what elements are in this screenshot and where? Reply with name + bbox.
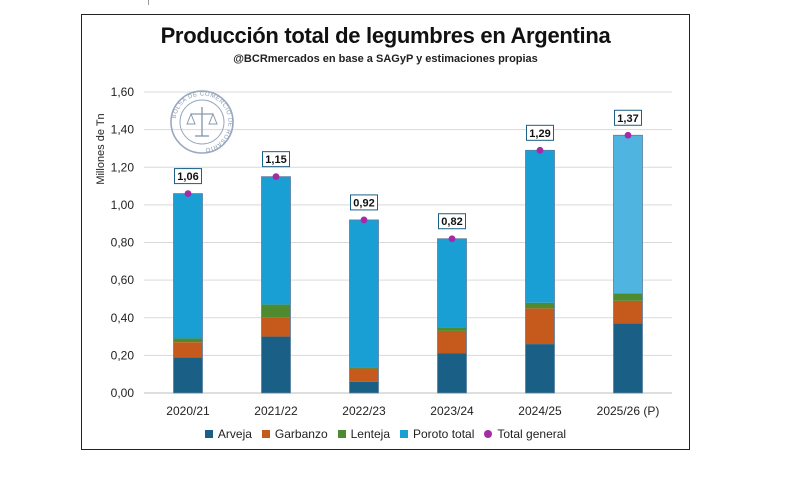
bar-segment-garbanzo bbox=[525, 308, 555, 345]
total-marker bbox=[184, 190, 192, 197]
total-marker bbox=[624, 131, 632, 139]
total-marker bbox=[448, 235, 456, 243]
bar-segment-lenteja bbox=[437, 327, 467, 331]
legend-item-lenteja: Lenteja bbox=[337, 427, 390, 441]
legend-label: Lenteja bbox=[350, 427, 390, 441]
total-label-box bbox=[350, 194, 378, 211]
bar-segment-lenteja bbox=[173, 338, 203, 343]
bar-segment-garbanzo bbox=[437, 330, 467, 354]
bar-segment-poroto-total bbox=[613, 135, 643, 294]
total-marker bbox=[272, 173, 280, 181]
y-tick-label: 0,80 bbox=[111, 236, 135, 250]
x-tick-label: 2024/25 bbox=[518, 404, 562, 418]
y-axis-label: Millones de Tn bbox=[95, 113, 107, 184]
bar-segment-arveja bbox=[613, 323, 643, 393]
total-marker bbox=[536, 146, 544, 154]
gridlines bbox=[144, 91, 672, 394]
total-data-label: 1,15 bbox=[265, 154, 286, 166]
bar-segment-garbanzo bbox=[173, 342, 203, 358]
bar-segment-garbanzo bbox=[613, 300, 643, 324]
y-tick-label: 1,60 bbox=[111, 85, 135, 99]
y-tick-label: 0,00 bbox=[111, 386, 135, 400]
y-tick-label: 0,60 bbox=[111, 273, 135, 287]
bar-segment-lenteja bbox=[261, 304, 291, 318]
total-data-label: 1,06 bbox=[177, 171, 198, 183]
total-data-label: 0,82 bbox=[441, 216, 462, 228]
bar-segment-garbanzo bbox=[261, 317, 291, 337]
bar-segment-lenteja bbox=[613, 293, 643, 301]
y-tick-label: 1,20 bbox=[111, 160, 135, 174]
legend-swatch bbox=[400, 430, 408, 438]
total-marker bbox=[360, 216, 368, 224]
y-tick-label: 1,40 bbox=[111, 123, 135, 137]
chart-title: Producción total de legumbres en Argenti… bbox=[160, 23, 611, 48]
total-data-label: 0,92 bbox=[353, 197, 374, 209]
legend-item-arveja: Arveja bbox=[204, 427, 252, 441]
x-tick-label: 2021/22 bbox=[254, 404, 298, 418]
bar-segment-arveja bbox=[437, 353, 467, 393]
total-label-box bbox=[526, 124, 554, 141]
bar-segment-poroto-total bbox=[261, 176, 291, 305]
legend-item-total-general: Total general bbox=[484, 427, 566, 441]
legend-item-garbanzo: Garbanzo bbox=[261, 427, 328, 441]
bar-segment-lenteja bbox=[349, 367, 379, 369]
x-tick-label: 2022/23 bbox=[342, 404, 386, 418]
total-data-label: 1,29 bbox=[529, 128, 550, 140]
x-tick-label: 2023/24 bbox=[430, 404, 474, 418]
total-label-box bbox=[614, 109, 642, 126]
bcr-seal-watermark: BOLSA DE COMERCIO DE ROSARIO bbox=[170, 90, 234, 154]
y-tick-label: 1,00 bbox=[111, 198, 135, 212]
total-label-box bbox=[174, 168, 202, 185]
y-axis: 0,00 0,20 0,40 0,60 0,80 1,00 1,20 1,40 1,60 bbox=[111, 85, 135, 400]
legend: Arveja Garbanzo Lenteja Poroto total Total g… bbox=[82, 427, 689, 441]
bar-segment-garbanzo bbox=[349, 368, 379, 382]
x-tick-label: 2025/26 (P) bbox=[597, 404, 660, 418]
chart-frame: Producción total de legumbres en Argenti… bbox=[81, 14, 690, 450]
bars bbox=[173, 134, 643, 394]
total-label-box bbox=[438, 213, 466, 230]
chart-subtitle: @BCRmercados en base a SAGyP y estimacio… bbox=[233, 53, 538, 65]
total-data-label: 1,37 bbox=[617, 113, 638, 125]
bar-segment-arveja bbox=[261, 336, 291, 393]
legend-label: Poroto total bbox=[413, 427, 475, 441]
bar-segment-arveja bbox=[525, 344, 555, 393]
legend-swatch bbox=[261, 430, 270, 438]
total-markers: 1,06 1,15 0,92 0,82 1,29 1,37 bbox=[174, 109, 642, 243]
bar-segment-poroto-total bbox=[525, 150, 555, 303]
y-tick-label: 0,20 bbox=[111, 348, 135, 362]
legend-label: Total general bbox=[497, 427, 567, 441]
total-label-box bbox=[262, 151, 290, 168]
bar-segment-arveja bbox=[349, 381, 379, 393]
legend-label: Garbanzo bbox=[274, 427, 328, 441]
bar-segment-poroto-total bbox=[349, 219, 379, 368]
x-tick-label: 2020/21 bbox=[166, 404, 210, 418]
legend-label: Arveja bbox=[217, 427, 252, 441]
legend-swatch bbox=[337, 430, 346, 438]
bar-segment-lenteja bbox=[525, 302, 555, 309]
x-axis: 2020/21 2021/22 2022/23 2023/24 2024/25 2025/… bbox=[166, 404, 659, 418]
bar-segment-poroto-total bbox=[437, 238, 467, 328]
legend-item-poroto-total: Poroto total bbox=[400, 427, 474, 441]
bar-segment-arveja bbox=[173, 357, 203, 393]
legend-swatch bbox=[484, 430, 493, 438]
bar-segment-poroto-total bbox=[173, 193, 203, 339]
legend-swatch bbox=[204, 430, 213, 438]
corner-tick bbox=[148, 0, 149, 5]
y-tick-label: 0,40 bbox=[111, 311, 135, 325]
chart-plot: BOLSA DE COMERCIO DE ROSARIO 0,00 0,20 0,4… bbox=[95, 85, 672, 418]
